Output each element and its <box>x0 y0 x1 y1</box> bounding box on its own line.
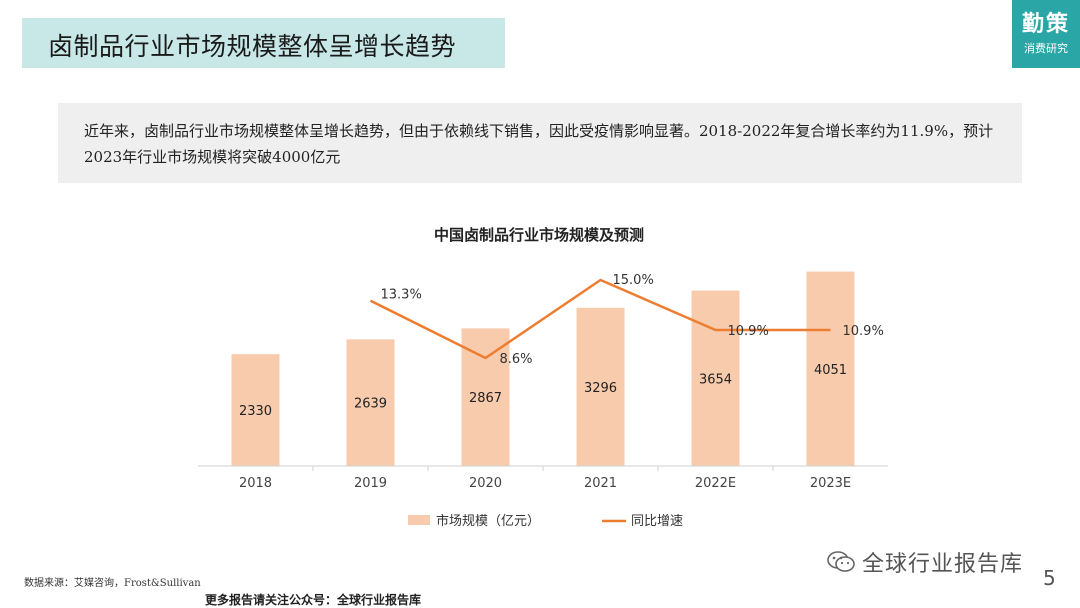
more-reports-note: 更多报告请关注公众号：全球行业报告库 <box>205 593 422 607</box>
logo-sub-text: 消费研究 <box>1024 42 1068 55</box>
x-tick-2023E: 2023E <box>810 476 851 491</box>
summary-text: 近年来，卤制品行业市场规模整体呈增长趋势，但由于依赖线下销售，因此受疫情影响显著… <box>84 122 994 166</box>
watermark-text: 全球行业报告库 <box>862 552 1024 577</box>
bar-series: 2330 2639 2867 3296 3654 4051 <box>231 271 855 466</box>
bar-label-2019: 2639 <box>354 397 387 412</box>
growth-line <box>369 278 831 360</box>
line-label-2023E: 10.9% <box>843 324 884 339</box>
line-label-2020: 8.6% <box>500 352 533 367</box>
bar-2021 <box>576 307 625 466</box>
x-tick-2020: 2020 <box>469 476 502 491</box>
bar-2018 <box>231 354 280 466</box>
logo-main-text: 勤策 <box>1021 11 1070 37</box>
bar-2022E <box>691 290 740 466</box>
page-number: 5 <box>1043 566 1056 590</box>
bar-label-2020: 2867 <box>469 391 502 406</box>
bar-label-2023E: 4051 <box>814 363 847 378</box>
bar-label-2022E: 3654 <box>699 372 732 387</box>
line-label-2021: 15.0% <box>613 273 654 288</box>
x-tick-2022E: 2022E <box>695 476 736 491</box>
x-axis-ticks: 2018 2019 2020 2021 2022E 2023E <box>239 466 851 491</box>
title-banner: 卤制品行业市场规模整体呈增长趋势 <box>22 18 505 68</box>
growth-line-series: 13.3% 8.6% 15.0% 10.9% 10.9% <box>369 273 884 367</box>
line-label-2019: 13.3% <box>381 288 422 303</box>
chart-legend: 市场规模（亿元） 同比增速 <box>408 513 683 529</box>
watermark: 全球行业报告库 <box>826 547 1023 577</box>
x-tick-2019: 2019 <box>354 476 387 491</box>
x-tick-2018: 2018 <box>239 476 272 491</box>
wechat-icon <box>827 551 855 572</box>
legend-bar-label: 市场规模（亿元） <box>436 513 540 529</box>
line-label-2022E: 10.9% <box>728 324 769 339</box>
summary-box: 近年来，卤制品行业市场规模整体呈增长趋势，但由于依赖线下销售，因此受疫情影响显著… <box>58 103 1022 183</box>
bar-label-2021: 3296 <box>584 381 617 396</box>
chart-title: 中国卤制品行业市场规模及预测 <box>434 226 644 244</box>
bar-2019 <box>346 339 395 466</box>
legend-line-label: 同比增速 <box>631 514 683 529</box>
bar-label-2018: 2330 <box>239 404 272 419</box>
legend-bar-swatch <box>408 515 430 525</box>
data-source-note: 数据来源：艾媒咨询，Frost&Sullivan <box>24 578 201 589</box>
page-title: 卤制品行业市场规模整体呈增长趋势 <box>48 32 457 61</box>
x-tick-2021: 2021 <box>584 476 617 491</box>
bar-2023E <box>806 271 855 466</box>
brand-logo: 勤策 消费研究 <box>1012 0 1080 68</box>
